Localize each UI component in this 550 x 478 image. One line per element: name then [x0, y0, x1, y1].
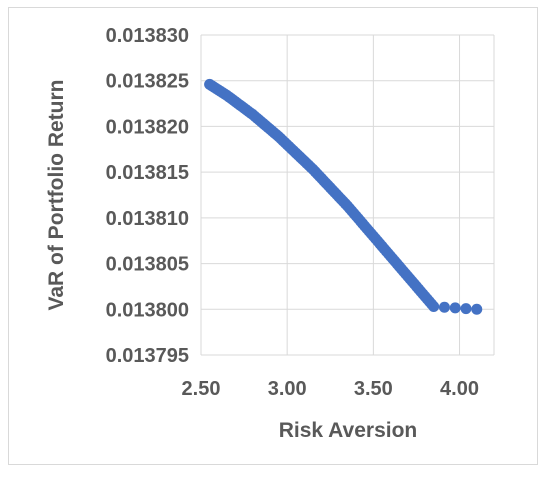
data-point: [471, 303, 483, 315]
y-tick-label: 0.013815: [106, 162, 189, 184]
x-axis-tick-labels: 2.50 3.00 3.50 4.00: [182, 378, 479, 400]
x-tick-label: 3.50: [354, 378, 393, 400]
y-tick-label: 0.013825: [106, 71, 189, 93]
x-tick-label: 2.50: [182, 378, 221, 400]
x-tick-label: 3.00: [268, 378, 307, 400]
y-axis-tick-labels: 0.013795 0.013800 0.013805 0.013810 0.013815…: [106, 25, 189, 367]
data-point: [460, 303, 472, 315]
y-tick-label: 0.013800: [106, 299, 189, 321]
data-series: [204, 78, 483, 315]
data-point: [449, 302, 461, 314]
y-tick-label: 0.013795: [106, 345, 189, 367]
x-tick-label: 4.00: [440, 378, 479, 400]
data-point: [438, 301, 450, 313]
y-tick-label: 0.013820: [106, 116, 189, 138]
x-axis-title: Risk Aversion: [279, 419, 418, 442]
chart-area: [8, 7, 538, 465]
data-point: [428, 301, 440, 313]
y-tick-label: 0.013805: [106, 254, 189, 276]
gridlines: [200, 34, 495, 356]
y-tick-label: 0.013810: [106, 208, 189, 230]
y-tick-label: 0.013830: [106, 25, 189, 47]
y-axis-title: VaR of Portfolio Return: [45, 80, 68, 311]
